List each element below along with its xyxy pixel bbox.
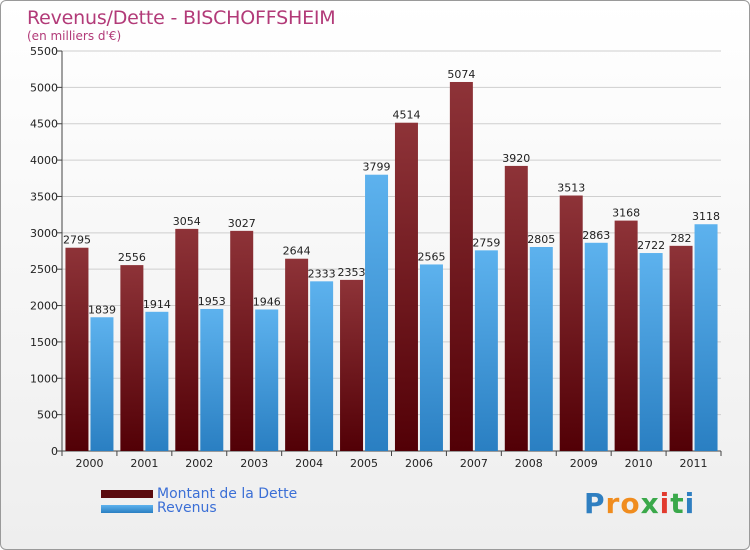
bar-revenus <box>310 281 334 451</box>
logo-letter: r <box>605 487 621 520</box>
data-label-dette: 2795 <box>63 234 91 247</box>
y-tick-label: 2500 <box>30 263 58 276</box>
y-tick-label: 500 <box>37 409 58 422</box>
data-label-dette: 282 <box>671 232 692 245</box>
legend-label-revenus: Revenus <box>157 500 217 516</box>
bar-revenus <box>145 311 169 451</box>
y-tick-label: 5000 <box>30 81 58 94</box>
bar-dette <box>230 230 254 451</box>
bar-dette <box>285 258 309 451</box>
data-label-revenus: 1839 <box>88 303 116 316</box>
data-label-revenus: 3118 <box>692 210 720 223</box>
legend-swatch-revenus <box>101 505 153 513</box>
logo-letter: x <box>640 487 660 520</box>
bar-revenus <box>639 253 663 451</box>
data-label-revenus: 2759 <box>472 236 500 249</box>
logo-letter: t <box>670 487 685 520</box>
x-tick-label: 2007 <box>460 457 488 470</box>
bar-revenus <box>200 308 224 451</box>
y-tick-label: 4500 <box>30 118 58 131</box>
data-label-revenus: 2565 <box>417 250 445 263</box>
axes: 0 500 1000 1500 2000 2500 3000 3500 4000 4500 5000… <box>30 45 722 470</box>
y-tick-label: 3500 <box>30 190 58 203</box>
x-tick-label: 2000 <box>75 457 103 470</box>
bar-revenus <box>529 247 553 451</box>
x-tick-label: 2008 <box>515 457 543 470</box>
data-label-dette: 2556 <box>118 251 146 264</box>
logo-letter: i <box>684 487 696 520</box>
legend-label-dette: Montant de la Dette <box>157 486 298 502</box>
x-tick-label: 2006 <box>405 457 433 470</box>
data-label-dette: 4514 <box>392 109 420 122</box>
bar-dette <box>394 122 418 451</box>
x-tick-label: 2004 <box>295 457 323 470</box>
bar-revenus <box>419 264 443 451</box>
data-label-dette: 2353 <box>338 266 366 279</box>
data-label-dette: 2644 <box>283 245 311 258</box>
logo-letter: o <box>620 487 641 520</box>
data-label-dette: 3513 <box>557 182 585 195</box>
x-tick-label: 2011 <box>680 457 708 470</box>
bar-dette <box>175 228 199 451</box>
data-label-revenus: 2333 <box>308 267 336 280</box>
y-tick-label: 1000 <box>30 372 58 385</box>
logo-letter: i <box>659 487 671 520</box>
y-tick-label: 0 <box>51 445 58 458</box>
y-tick-label: 4000 <box>30 154 58 167</box>
bar-revenus <box>694 224 718 451</box>
bar-dette <box>340 279 364 451</box>
data-label-dette: 5074 <box>447 68 475 81</box>
bar-dette <box>65 247 89 451</box>
bar-revenus <box>474 250 498 451</box>
chart-subtitle: (en milliers d'€) <box>27 29 122 43</box>
bars <box>65 81 718 452</box>
bar-dette <box>669 245 693 451</box>
bar-dette <box>504 165 528 451</box>
data-label-revenus: 1914 <box>143 298 171 311</box>
chart-title: Revenus/Dette - BISCHOFFSHEIM <box>27 7 336 29</box>
data-label-revenus: 2805 <box>527 233 555 246</box>
data-label-dette: 3054 <box>173 215 201 228</box>
gridlines <box>62 50 721 452</box>
y-tick-label: 1500 <box>30 336 58 349</box>
y-tick-label: 5500 <box>30 45 58 58</box>
y-tick-label: 2000 <box>30 300 58 313</box>
bar-revenus <box>365 174 389 451</box>
x-tick-label: 2010 <box>625 457 653 470</box>
x-tick-label: 2001 <box>130 457 158 470</box>
legend-swatch-dette <box>101 490 153 498</box>
bar-dette <box>559 195 583 451</box>
data-label-revenus: 3799 <box>363 161 391 174</box>
bar-revenus <box>584 242 608 451</box>
data-labels: 2795 1839 2556 1914 3054 1953 3027 1946 2644 2333… <box>63 68 720 316</box>
x-tick-label: 2002 <box>185 457 213 470</box>
data-label-revenus: 2722 <box>637 239 665 252</box>
y-tick-label: 3000 <box>30 227 58 240</box>
data-label-revenus: 1953 <box>198 295 226 308</box>
bar-dette <box>449 81 473 452</box>
data-label-dette: 3168 <box>612 207 640 220</box>
bar-dette <box>614 220 638 451</box>
data-label-revenus: 2863 <box>582 229 610 242</box>
data-label-dette: 3920 <box>502 152 530 165</box>
bar-dette <box>120 265 144 451</box>
logo-letter: P <box>584 487 606 520</box>
bar-revenus <box>90 317 114 451</box>
x-tick-label: 2005 <box>350 457 378 470</box>
proxiti-logo: Proxiti <box>584 487 695 520</box>
x-tick-label: 2009 <box>570 457 598 470</box>
data-label-dette: 3027 <box>228 217 256 230</box>
data-label-revenus: 1946 <box>253 295 281 308</box>
bar-revenus <box>255 309 279 451</box>
x-tick-label: 2003 <box>240 457 268 470</box>
